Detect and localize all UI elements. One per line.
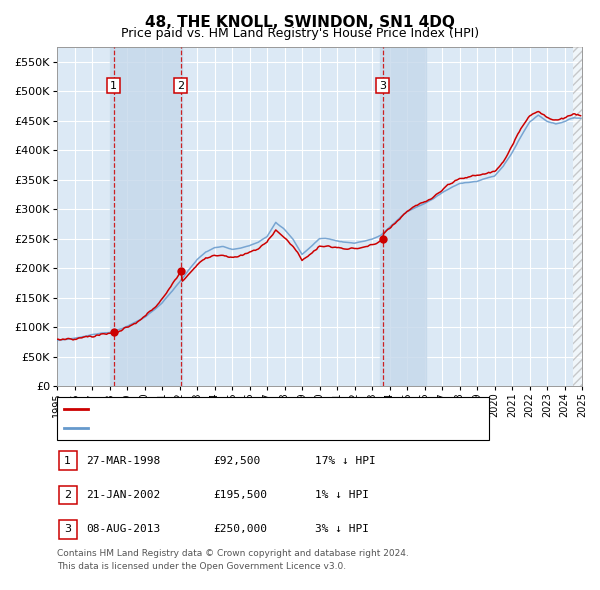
Bar (110, 47, 182, 386)
Text: Price paid vs. HM Land Registry's House Price Index (HPI): Price paid vs. HM Land Registry's House … (121, 27, 479, 40)
Text: £92,500: £92,500 (213, 456, 260, 466)
Text: This data is licensed under the Open Government Licence v3.0.: This data is licensed under the Open Gov… (57, 562, 346, 571)
Text: 17% ↓ HPI: 17% ↓ HPI (315, 456, 376, 466)
Text: £195,500: £195,500 (213, 490, 267, 500)
Text: 1: 1 (64, 456, 71, 466)
Text: £250,000: £250,000 (213, 525, 267, 534)
Text: 48, THE KNOLL, SWINDON, SN1 4DQ (detached house): 48, THE KNOLL, SWINDON, SN1 4DQ (detache… (92, 404, 377, 414)
Text: 1: 1 (110, 81, 117, 90)
Text: 2: 2 (64, 490, 71, 500)
Text: 2: 2 (177, 81, 184, 90)
Bar (573, 47, 583, 386)
Text: 3: 3 (64, 525, 71, 534)
Text: 3: 3 (379, 81, 386, 90)
Text: 27-MAR-1998: 27-MAR-1998 (86, 456, 160, 466)
Text: 21-JAN-2002: 21-JAN-2002 (86, 490, 160, 500)
Text: 48, THE KNOLL, SWINDON, SN1 4DQ: 48, THE KNOLL, SWINDON, SN1 4DQ (145, 15, 455, 30)
Text: 08-AUG-2013: 08-AUG-2013 (86, 525, 160, 534)
Text: Contains HM Land Registry data © Crown copyright and database right 2024.: Contains HM Land Registry data © Crown c… (57, 549, 409, 558)
Text: 1% ↓ HPI: 1% ↓ HPI (315, 490, 369, 500)
Bar (380, 47, 426, 386)
Text: 3% ↓ HPI: 3% ↓ HPI (315, 525, 369, 534)
Text: HPI: Average price, detached house, Swindon: HPI: Average price, detached house, Swin… (92, 422, 329, 432)
